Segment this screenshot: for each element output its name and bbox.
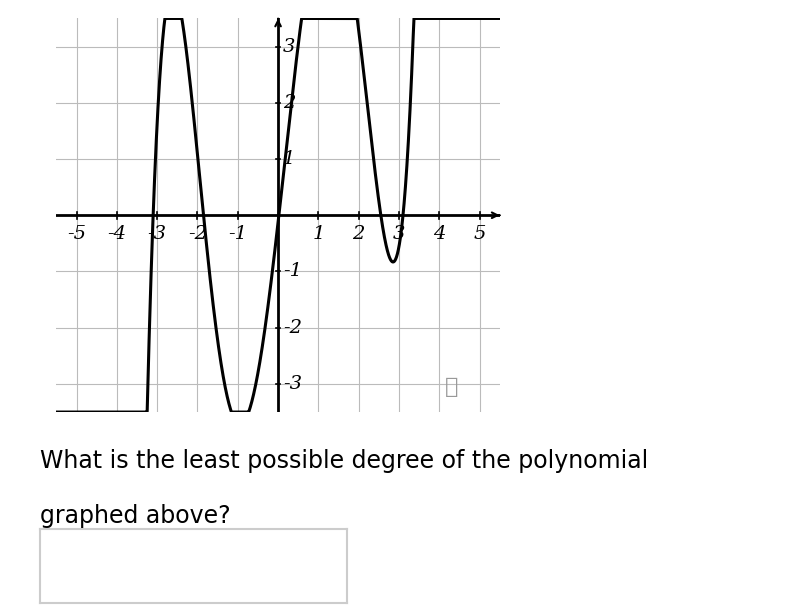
Text: 2: 2: [352, 225, 365, 244]
Text: ⌕: ⌕: [445, 377, 458, 397]
Text: 3: 3: [283, 38, 295, 55]
Text: 3: 3: [393, 225, 405, 244]
Text: -3: -3: [147, 225, 167, 244]
Text: 4: 4: [433, 225, 446, 244]
Text: -4: -4: [107, 225, 127, 244]
Text: What is the least possible degree of the polynomial: What is the least possible degree of the…: [40, 449, 649, 473]
Text: -3: -3: [283, 375, 302, 393]
Text: 5: 5: [473, 225, 486, 244]
Text: -5: -5: [67, 225, 86, 244]
Text: -2: -2: [283, 319, 302, 336]
Text: graphed above?: graphed above?: [40, 504, 231, 528]
Text: -2: -2: [188, 225, 207, 244]
Text: -1: -1: [283, 263, 302, 280]
Text: 1: 1: [312, 225, 325, 244]
Text: -1: -1: [228, 225, 247, 244]
Text: 2: 2: [283, 94, 295, 112]
Text: 1: 1: [283, 150, 295, 168]
